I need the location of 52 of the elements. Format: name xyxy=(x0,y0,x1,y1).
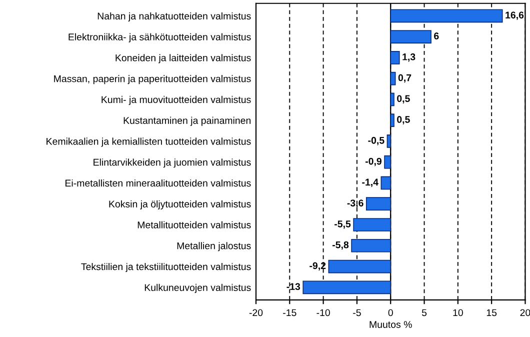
bar xyxy=(353,218,392,232)
bar xyxy=(390,30,432,44)
y-tick-label: Elektroniikka- ja sähkötuotteiden valmistus xyxy=(68,33,251,42)
data-label: 1,3 xyxy=(402,53,416,62)
bar xyxy=(386,134,392,148)
data-label: 0,7 xyxy=(398,74,412,83)
y-tick-label: Kulkuneuvojen valmistus xyxy=(144,284,251,293)
y-tick-label: Tekstiilien ja tekstiilituotteiden valmistus xyxy=(81,262,251,272)
data-label: 6 xyxy=(434,32,439,40)
y-tick-label: Koneiden ja laitteiden valmistus xyxy=(116,54,251,64)
x-tick-label: -5 xyxy=(353,309,361,316)
x-tick-label: 5 xyxy=(422,309,427,316)
bar xyxy=(390,9,503,23)
data-label: -0,9 xyxy=(365,158,382,166)
y-tick-label: Kustantaminen ja painaminen xyxy=(124,116,251,126)
y-tick-label: Metallien jalostus xyxy=(177,242,251,252)
data-label: -13 xyxy=(286,283,300,290)
x-axis-title: Muutos % xyxy=(370,321,412,328)
bar xyxy=(380,176,392,190)
x-tick-label: 10 xyxy=(453,309,463,316)
x-tick-label: 20 xyxy=(520,309,530,316)
data-label: 16,6 xyxy=(506,12,524,20)
y-tick-label: Elintarvikkeiden ja juomien valmistus xyxy=(94,158,251,168)
data-label: 0,5 xyxy=(397,116,410,124)
bar xyxy=(302,280,392,294)
bar xyxy=(366,197,392,211)
data-label: -3,6 xyxy=(347,200,364,208)
y-tick-label: Metallituotteiden valmistus xyxy=(138,221,251,228)
y-tick-label: Kumi- ja muovituotteiden valmistus xyxy=(102,96,251,105)
x-tick-label: 15 xyxy=(486,309,497,316)
x-tick-label: -20 xyxy=(249,309,263,316)
x-tick-label: -10 xyxy=(316,309,330,316)
bar xyxy=(390,50,400,64)
data-label: -1,4 xyxy=(362,178,378,187)
bar xyxy=(328,260,392,274)
y-tick-label: Kemikaalien ja kemiallisten tuotteiden valmistus xyxy=(46,138,251,147)
y-tick-label: Koksin ja öljytuotteiden valmistus xyxy=(109,200,251,210)
y-tick-label: Massan, paperin ja paperituotteiden valmistus xyxy=(54,75,251,84)
data-label: -9,2 xyxy=(310,262,326,271)
bar xyxy=(390,114,394,128)
data-label: -0,5 xyxy=(368,136,384,146)
bar xyxy=(384,155,392,169)
y-tick-label: Ei-metallisten mineraalituotteiden valmistus xyxy=(66,179,251,187)
x-tick-label: 0 xyxy=(388,309,393,316)
data-label: 0,5 xyxy=(397,95,410,104)
y-tick-label: Nahan ja nahkatuotteiden valmistus xyxy=(98,12,251,22)
data-label: -5,5 xyxy=(334,220,351,229)
bar xyxy=(390,72,396,86)
bar xyxy=(390,92,394,106)
data-label: -5,8 xyxy=(332,241,349,250)
x-tick-label: -15 xyxy=(283,309,296,316)
bar xyxy=(351,238,392,252)
